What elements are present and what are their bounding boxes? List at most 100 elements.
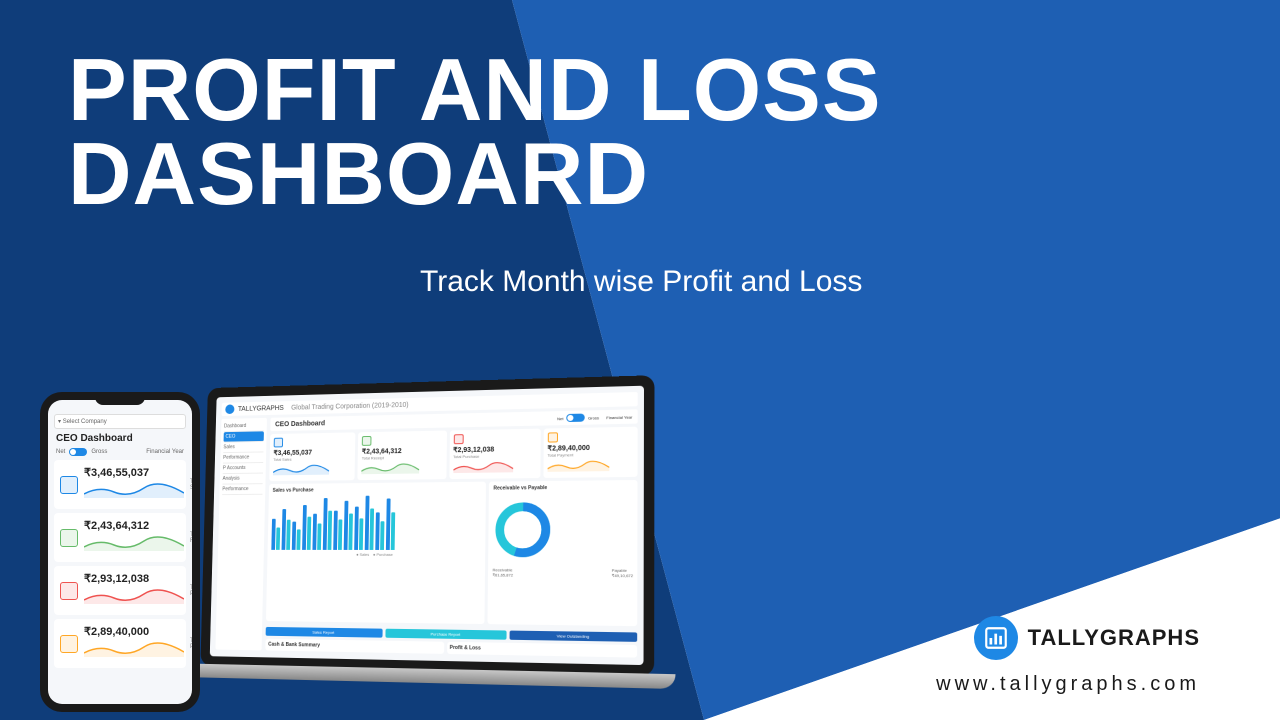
net-gross-toggle[interactable]: [69, 448, 87, 456]
kpi-label: Total Sales: [190, 479, 192, 491]
legend-purchase: Purchase: [376, 552, 392, 557]
donut-chart: [493, 499, 554, 560]
sparkline: [84, 588, 184, 604]
sidebar-item-active[interactable]: CEO: [224, 431, 264, 442]
laptop-bezel: TALLYGRAPHS Global Trading Corporation (…: [200, 375, 654, 676]
bar-purchase: [359, 518, 363, 550]
sparkline: [453, 460, 513, 473]
dashboard-title: CEO Dashboard: [275, 420, 325, 428]
kpi-icon: [60, 529, 78, 547]
bar-sales: [375, 512, 379, 550]
pay-value: ₹49,10,672: [612, 573, 633, 578]
kpi-label: Total Payment: [190, 638, 192, 650]
kpi-label: Total Purchase: [453, 453, 536, 459]
company-name: Global Trading Corporation (2019-2010): [291, 401, 409, 411]
bar-purchase: [338, 520, 342, 550]
bar-group: [312, 514, 321, 550]
phone-kpi-card: ₹3,46,55,037 Total Sales: [54, 460, 186, 509]
phone-kpi-list: ₹3,46,55,037 Total Sales ₹2,43,64,312 To…: [54, 460, 186, 668]
kpi-card: ₹3,46,55,037 Total Sales: [269, 432, 355, 481]
kpi-icon: [453, 434, 463, 444]
app-logo-icon: [225, 404, 234, 414]
bar-purchase: [370, 508, 375, 549]
period-label: Financial Year: [146, 449, 184, 455]
donut-values: Receivable₹61,65,872 Payable₹49,10,672: [492, 567, 633, 578]
bar-group: [386, 499, 396, 550]
sales-vs-purchase-card: Sales vs Purchase ● Sales: [266, 482, 487, 624]
sidebar-item[interactable]: Sales: [223, 442, 263, 453]
bar-group: [354, 506, 363, 550]
phone-notch: [95, 395, 145, 405]
kpi-value: ₹2,93,12,038: [84, 572, 184, 585]
phone-toggle-row: Net Gross Financial Year: [54, 448, 186, 456]
kpi-icon: [60, 582, 78, 600]
toggle-label-gross: Gross: [588, 415, 599, 420]
kpi-icon: [60, 635, 78, 653]
laptop-screen: TALLYGRAPHS Global Trading Corporation (…: [210, 386, 644, 665]
report-button[interactable]: Sales Report: [266, 627, 383, 638]
bar-purchase: [307, 516, 311, 550]
recv-value: ₹61,65,872: [492, 572, 513, 577]
chart-title: Receivable vs Payable: [493, 484, 633, 491]
hero-title-line1: PROFIT AND LOSS: [68, 48, 882, 132]
bar-group: [333, 511, 342, 550]
kpi-icon: [274, 438, 283, 448]
phone-kpi-card: ₹2,93,12,038 Total Purchase: [54, 566, 186, 615]
cash-bank-card: Cash & Bank Summary: [265, 639, 444, 654]
bar-group: [375, 512, 384, 550]
profit-loss-card: Profit & Loss: [447, 642, 638, 658]
sparkline: [547, 459, 609, 472]
sidebar-item[interactable]: Performance: [222, 484, 262, 495]
brand-logo: TALLYGRAPHS: [974, 616, 1200, 660]
phone-dashboard-title: CEO Dashboard: [56, 433, 184, 444]
kpi-label: Total Purchase: [190, 585, 192, 597]
bar-purchase: [286, 520, 290, 550]
receivable-payable-card: Receivable vs Payable Receivable₹61,65,8…: [488, 480, 638, 626]
sidebar-item[interactable]: Performance: [223, 452, 263, 463]
bar-purchase: [391, 512, 395, 550]
bar-purchase: [328, 511, 333, 550]
toggle-label-net: Net: [56, 449, 65, 455]
phone-kpi-card: ₹2,43,64,312 Total Receipt: [54, 513, 186, 562]
kpi-value: ₹2,43,64,312: [84, 519, 184, 532]
bar-group: [344, 501, 353, 550]
device-mockups: TALLYGRAPHS Global Trading Corporation (…: [30, 320, 650, 720]
sparkline: [84, 482, 184, 498]
bottom-cards-row: Cash & Bank Summary Profit & Loss: [265, 639, 637, 658]
bar-sales: [292, 522, 296, 550]
laptop-mockup: TALLYGRAPHS Global Trading Corporation (…: [181, 375, 675, 719]
sidebar-item[interactable]: Analysis: [222, 474, 262, 485]
bar-group: [302, 505, 311, 550]
period-label: Financial Year: [606, 414, 632, 420]
bar-group: [282, 509, 291, 550]
toggle-label-net: Net: [557, 416, 563, 421]
hero-title: PROFIT AND LOSS DASHBOARD: [68, 48, 882, 215]
sparkline: [84, 641, 184, 657]
bar-purchase: [348, 514, 352, 550]
report-button[interactable]: Purchase Report: [385, 629, 507, 640]
company-selector-label: Select Company: [63, 419, 107, 425]
sparkline: [84, 535, 184, 551]
company-selector[interactable]: ▾ Select Company: [54, 414, 186, 429]
sparkline: [273, 463, 329, 475]
sidebar-item[interactable]: P Accounts: [223, 463, 263, 474]
sparkline: [362, 462, 420, 475]
phone-mockup: ▾ Select Company CEO Dashboard Net Gross…: [40, 392, 200, 712]
kpi-value: ₹2,89,40,000: [84, 625, 184, 638]
kpi-label: Total Payment: [547, 451, 633, 457]
kpi-label: Total Receipt: [190, 532, 192, 544]
dashboard-body: Dashboard CEO Sales Performance P Accoun…: [215, 409, 637, 657]
kpi-card: ₹2,43,64,312 Total Receipt: [358, 431, 447, 481]
kpi-value: ₹3,46,55,037: [84, 466, 184, 479]
legend-sales: Sales: [360, 552, 370, 557]
kpi-card: ₹2,89,40,000 Total Payment: [543, 427, 637, 478]
bar-purchase: [296, 529, 300, 550]
chart-icon: [983, 625, 1009, 651]
charts-row: Sales vs Purchase ● Sales: [266, 480, 638, 626]
net-gross-toggle[interactable]: [566, 414, 585, 422]
bar-purchase: [380, 521, 384, 550]
bar-group: [271, 519, 280, 550]
hero-subtitle: Track Month wise Profit and Loss: [420, 265, 862, 299]
report-button[interactable]: View Outstanding: [510, 631, 637, 642]
kpi-icon: [60, 476, 78, 494]
